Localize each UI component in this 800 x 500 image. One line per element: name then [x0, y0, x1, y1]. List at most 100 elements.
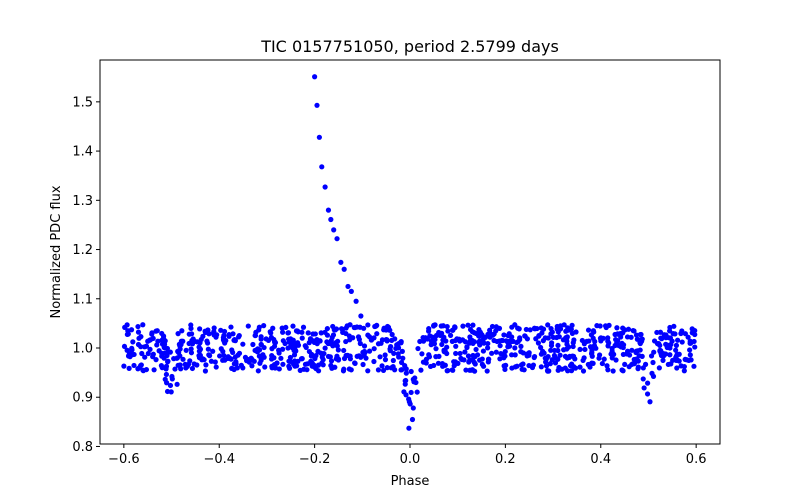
data-point: [637, 331, 643, 338]
data-point: [552, 360, 559, 366]
data-point: [688, 357, 694, 363]
data-point: [285, 345, 291, 351]
data-point: [586, 338, 592, 344]
y-tick-label: 1.4: [72, 145, 93, 160]
data-point: [463, 367, 469, 373]
data-point: [517, 335, 523, 341]
data-point: [380, 367, 387, 374]
data-point: [569, 322, 575, 328]
data-point: [485, 340, 491, 347]
data-point: [551, 352, 558, 359]
data-point: [363, 355, 369, 361]
data-point: [449, 367, 455, 373]
data-point: [540, 326, 547, 332]
data-point: [487, 327, 493, 333]
data-point: [443, 338, 449, 344]
data-point: [527, 327, 533, 333]
data-point: [542, 355, 548, 361]
data-point: [320, 362, 326, 368]
data-point: [587, 364, 593, 370]
x-tick-label: −0.6: [108, 452, 140, 467]
data-point: [121, 343, 128, 350]
data-point: [228, 324, 234, 330]
data-point: [415, 345, 421, 352]
data-point: [260, 352, 266, 358]
data-point: [399, 348, 405, 354]
data-point: [218, 327, 224, 333]
data-point: [479, 356, 485, 362]
data-point: [640, 376, 646, 382]
data-point: [639, 336, 645, 342]
data-point: [617, 330, 623, 337]
data-point: [274, 360, 280, 366]
data-point: [625, 348, 631, 354]
data-point: [493, 349, 499, 355]
data-point: [588, 332, 594, 338]
data-point: [610, 368, 616, 374]
data-point: [153, 357, 159, 363]
data-point: [309, 363, 315, 369]
data-point: [345, 283, 351, 290]
data-point: [484, 368, 490, 374]
data-point: [357, 340, 363, 347]
data-point: [302, 343, 308, 349]
data-point: [657, 348, 663, 354]
data-point: [204, 338, 210, 344]
x-tick-label: 0.6: [686, 452, 707, 467]
data-point: [460, 323, 466, 329]
data-point: [135, 323, 141, 330]
data-point: [634, 336, 640, 342]
data-point: [315, 368, 322, 374]
data-point: [631, 361, 637, 367]
data-point: [543, 363, 550, 369]
chart-title: TIC 0157751050, period 2.5799 days: [260, 37, 559, 56]
data-point: [346, 333, 352, 339]
data-point: [121, 363, 127, 369]
data-point: [142, 354, 148, 360]
data-point: [453, 343, 459, 349]
data-point: [681, 368, 687, 374]
data-point: [379, 337, 386, 343]
data-point: [667, 352, 673, 358]
data-point: [205, 346, 211, 352]
data-point: [622, 361, 628, 368]
data-point: [403, 370, 409, 376]
data-point: [467, 357, 473, 363]
data-point: [189, 365, 196, 372]
data-point: [509, 352, 515, 358]
data-point: [477, 342, 483, 348]
data-point: [371, 335, 377, 341]
data-point: [319, 164, 325, 170]
x-tick-label: 0.4: [590, 452, 611, 467]
data-point: [293, 328, 300, 334]
data-point: [593, 345, 599, 351]
data-point: [126, 365, 132, 371]
data-point: [567, 353, 573, 359]
data-point: [518, 343, 524, 349]
data-point: [340, 368, 347, 374]
data-point: [249, 356, 255, 363]
data-point: [509, 334, 515, 340]
data-point: [177, 346, 183, 352]
data-point: [559, 366, 565, 372]
data-point: [211, 325, 217, 331]
data-point: [423, 360, 429, 366]
data-point: [203, 362, 209, 368]
data-point: [210, 330, 217, 336]
data-point: [197, 326, 203, 332]
data-point: [360, 361, 366, 368]
data-point: [622, 327, 628, 333]
data-point: [459, 356, 465, 363]
data-point: [501, 355, 507, 361]
data-point: [673, 354, 679, 361]
data-point: [626, 364, 632, 370]
data-point: [568, 326, 574, 332]
y-tick-label: 0.9: [72, 391, 93, 406]
data-point: [465, 353, 472, 359]
data-point: [673, 347, 679, 353]
data-point: [212, 359, 218, 365]
data-point: [568, 368, 575, 374]
data-point: [432, 322, 438, 328]
data-point: [325, 340, 331, 347]
data-point: [445, 328, 451, 334]
